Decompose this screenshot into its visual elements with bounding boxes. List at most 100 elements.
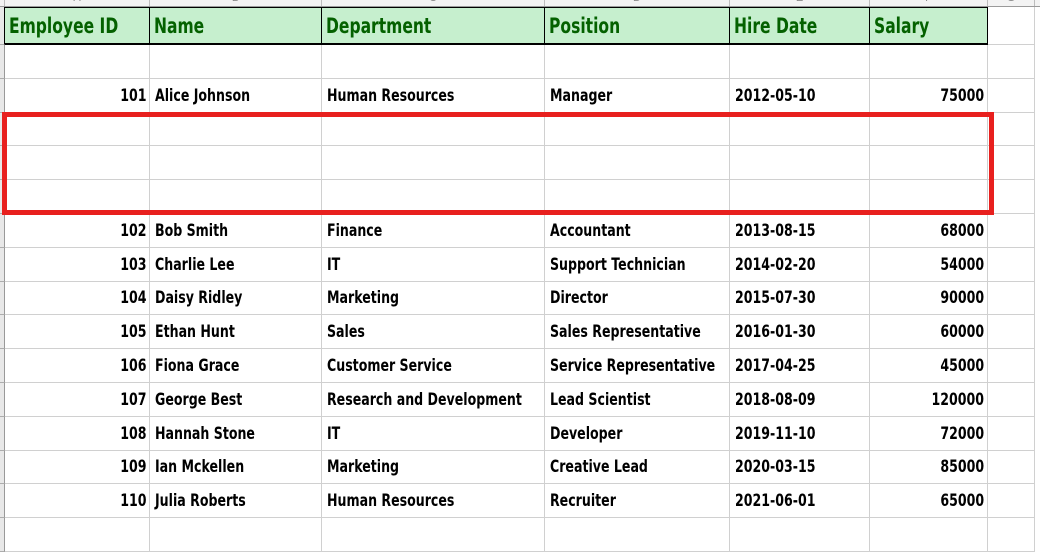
cell-empty[interactable]	[988, 112, 1035, 147]
cell-position[interactable]: Recruiter	[545, 484, 730, 519]
cell-department[interactable]: Customer Service	[322, 349, 545, 383]
cell-empty[interactable]	[545, 112, 730, 147]
cell-position[interactable]: Service Representative	[545, 349, 730, 383]
cell-position[interactable]: Support Technician	[545, 247, 730, 282]
cell-salary[interactable]: 85000	[870, 450, 988, 485]
cell-empty[interactable]	[730, 146, 870, 181]
cell-empty[interactable]	[545, 180, 730, 214]
cell-hire-date[interactable]: 2019-11-10	[730, 416, 870, 451]
cell-empty[interactable]	[988, 382, 1035, 417]
row-header-stub[interactable]	[0, 7, 5, 45]
cell-salary[interactable]: 60000	[870, 315, 988, 350]
cell-empty[interactable]	[545, 146, 730, 181]
cell-empty[interactable]	[150, 146, 322, 181]
cell-department[interactable]: IT	[322, 247, 545, 282]
cell-department[interactable]: Human Resources	[322, 484, 545, 519]
cell-salary[interactable]: 54000	[870, 247, 988, 282]
column-header-f[interactable]: F	[870, 0, 988, 6]
cell-empty[interactable]	[730, 45, 870, 79]
column-header-salary[interactable]: Salary	[870, 7, 988, 45]
cell-salary[interactable]: 45000	[870, 349, 988, 383]
cell-name[interactable]: George Best	[150, 382, 322, 417]
cell-empty[interactable]	[150, 45, 322, 79]
cell-empty[interactable]	[870, 518, 988, 552]
cell-empty[interactable]	[988, 45, 1035, 79]
cell-name[interactable]: Ian Mckellen	[150, 450, 322, 485]
cell-hire-date[interactable]: 2021-06-01	[730, 484, 870, 519]
cell-position[interactable]: Lead Scientist	[545, 382, 730, 417]
cell-department[interactable]: Marketing	[322, 450, 545, 485]
cell-empty[interactable]	[988, 247, 1035, 282]
cell-department[interactable]: Marketing	[322, 281, 545, 316]
row-header-stub[interactable]	[0, 315, 5, 350]
cell-empty[interactable]	[730, 112, 870, 147]
cell-empty[interactable]	[988, 450, 1035, 485]
cell-empty[interactable]	[322, 180, 545, 214]
row-header-stub[interactable]	[0, 45, 5, 79]
cell-salary[interactable]: 72000	[870, 416, 988, 451]
cell-empty[interactable]	[988, 484, 1035, 519]
cell-name[interactable]: Alice Johnson	[150, 78, 322, 113]
cell-empty[interactable]	[988, 78, 1035, 113]
cell-empty[interactable]	[988, 281, 1035, 316]
row-header-stub[interactable]	[0, 484, 5, 519]
cell-empty[interactable]	[322, 518, 545, 552]
cell-employee-id[interactable]: 108	[5, 416, 150, 451]
cell-empty[interactable]	[5, 518, 150, 552]
cell-hire-date[interactable]: 2012-05-10	[730, 78, 870, 113]
cell-empty[interactable]	[870, 180, 988, 214]
column-header-department[interactable]: Department	[322, 7, 545, 45]
cell-empty[interactable]	[150, 112, 322, 147]
cell-name[interactable]: Hannah Stone	[150, 416, 322, 451]
cell-department[interactable]: IT	[322, 416, 545, 451]
cell-department[interactable]: Human Resources	[322, 78, 545, 113]
cell-position[interactable]: Accountant	[545, 213, 730, 248]
cell-department[interactable]: Finance	[322, 213, 545, 248]
cell-employee-id[interactable]: 102	[5, 213, 150, 248]
cell-empty[interactable]	[988, 146, 1035, 181]
cell-department[interactable]: Research and Development	[322, 382, 545, 417]
cell-empty[interactable]	[988, 7, 1035, 45]
cell-name[interactable]: Fiona Grace	[150, 349, 322, 383]
column-header-c[interactable]: C	[322, 0, 545, 6]
cell-empty[interactable]	[5, 45, 150, 79]
cell-hire-date[interactable]: 2014-02-20	[730, 247, 870, 282]
cell-hire-date[interactable]: 2016-01-30	[730, 315, 870, 350]
cell-empty[interactable]	[988, 180, 1035, 214]
cell-empty[interactable]	[730, 518, 870, 552]
row-header-stub[interactable]	[0, 416, 5, 451]
cell-empty[interactable]	[150, 180, 322, 214]
column-header-a[interactable]: A	[5, 0, 150, 6]
column-header-position[interactable]: Position	[545, 7, 730, 45]
column-header-hire-date[interactable]: Hire Date	[730, 7, 870, 45]
cell-empty[interactable]	[322, 45, 545, 79]
cell-position[interactable]: Creative Lead	[545, 450, 730, 485]
cell-department[interactable]: Sales	[322, 315, 545, 350]
cell-empty[interactable]	[730, 180, 870, 214]
cell-empty[interactable]	[988, 213, 1035, 248]
cell-empty[interactable]	[545, 518, 730, 552]
cell-hire-date[interactable]: 2015-07-30	[730, 281, 870, 316]
cell-position[interactable]: Sales Representative	[545, 315, 730, 350]
cell-employee-id[interactable]: 109	[5, 450, 150, 485]
cell-empty[interactable]	[322, 112, 545, 147]
cell-salary[interactable]: 90000	[870, 281, 988, 316]
cell-name[interactable]: Julia Roberts	[150, 484, 322, 519]
cell-empty[interactable]	[988, 518, 1035, 552]
cell-employee-id[interactable]: 107	[5, 382, 150, 417]
cell-empty[interactable]	[5, 146, 150, 181]
cell-hire-date[interactable]: 2018-08-09	[730, 382, 870, 417]
cell-empty[interactable]	[870, 45, 988, 79]
cell-position[interactable]: Developer	[545, 416, 730, 451]
cell-name[interactable]: Ethan Hunt	[150, 315, 322, 350]
cell-position[interactable]: Director	[545, 281, 730, 316]
cell-employee-id[interactable]: 104	[5, 281, 150, 316]
cell-hire-date[interactable]: 2020-03-15	[730, 450, 870, 485]
cell-empty[interactable]	[322, 146, 545, 181]
cell-position[interactable]: Manager	[545, 78, 730, 113]
cell-empty[interactable]	[870, 112, 988, 147]
cell-empty[interactable]	[988, 416, 1035, 451]
cell-employee-id[interactable]: 110	[5, 484, 150, 519]
column-header-g[interactable]: G	[988, 0, 1035, 6]
cell-empty[interactable]	[988, 349, 1035, 383]
